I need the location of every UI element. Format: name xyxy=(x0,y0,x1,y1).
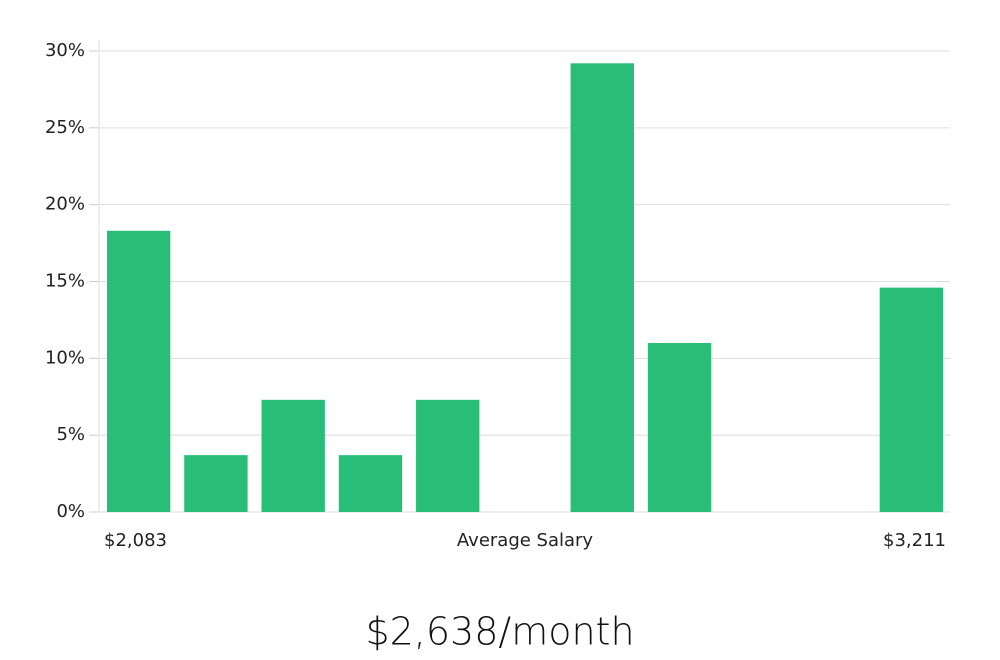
y-tick-label: 15% xyxy=(45,271,85,292)
y-tick-label: 10% xyxy=(45,347,85,368)
bar xyxy=(106,230,171,513)
bar xyxy=(879,287,944,512)
x-min-label: $2,083 xyxy=(104,530,167,551)
y-tick-label: 20% xyxy=(45,194,85,215)
bar xyxy=(261,399,325,512)
y-tick-label: 25% xyxy=(45,117,85,138)
y-tick-label: 0% xyxy=(56,501,85,522)
y-tick-label: 30% xyxy=(45,40,85,61)
x-max-label: $3,211 xyxy=(883,530,946,551)
footer-salary: $2,638/month xyxy=(365,610,634,654)
bar xyxy=(416,399,480,512)
x-axis-label: Average Salary xyxy=(457,530,594,551)
bar xyxy=(570,63,634,512)
bar xyxy=(338,455,403,512)
bar xyxy=(184,455,248,512)
y-tick-label: 5% xyxy=(56,424,85,445)
bar xyxy=(647,342,712,512)
